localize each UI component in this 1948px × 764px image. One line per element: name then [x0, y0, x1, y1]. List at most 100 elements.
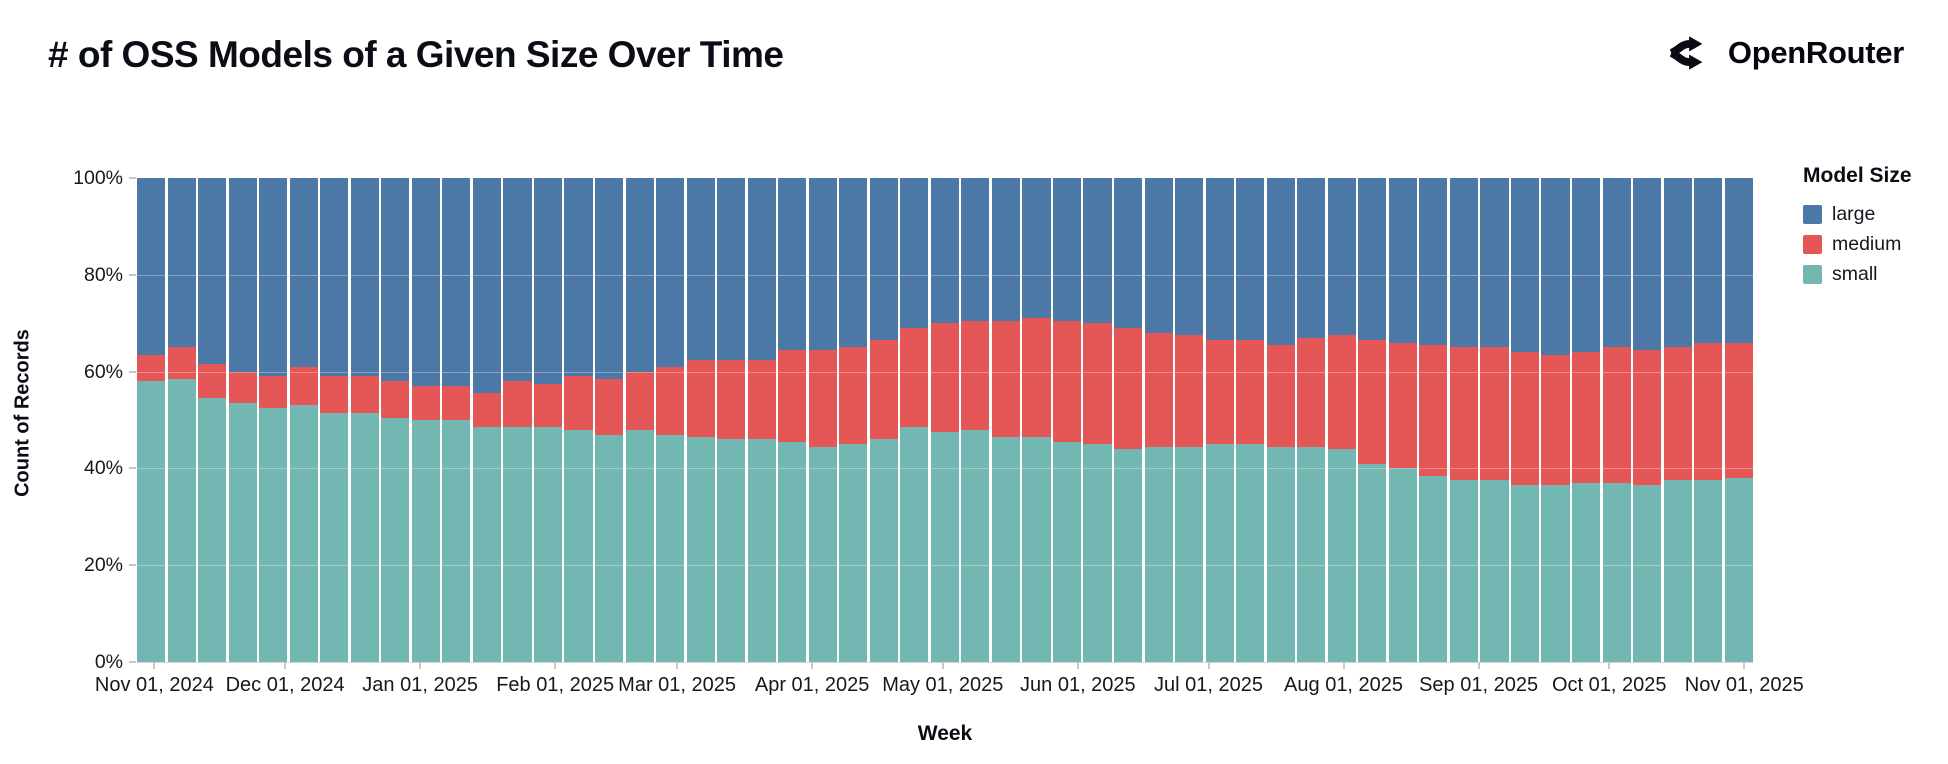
x-tick-mark: [811, 662, 814, 669]
segment-medium: [1052, 320, 1082, 442]
segment-small: [991, 436, 1021, 662]
openrouter-logo: OpenRouter: [1668, 34, 1904, 72]
segment-medium: [1205, 340, 1234, 445]
segment-medium: [747, 359, 776, 440]
bar-week-2025-06-30: [1205, 178, 1234, 662]
segment-medium: [1327, 335, 1356, 450]
bar-week-2025-07-07: [1236, 178, 1265, 662]
segment-large: [778, 178, 807, 350]
segment-small: [1236, 444, 1265, 662]
legend-swatch-medium: [1803, 235, 1822, 254]
segment-medium: [930, 323, 959, 433]
segment-small: [1083, 444, 1112, 662]
bar-week-2025-02-10: [594, 178, 624, 662]
segment-large: [686, 178, 715, 360]
segment-medium: [442, 386, 471, 420]
segment-large: [1633, 178, 1662, 350]
x-tick-mark: [1207, 662, 1210, 669]
segment-medium: [1510, 352, 1540, 486]
segment-large: [1480, 178, 1509, 348]
x-tick-label: Jan 01, 2025: [362, 674, 478, 696]
segment-large: [717, 178, 746, 360]
brand-name: OpenRouter: [1727, 35, 1904, 70]
segment-small: [1724, 478, 1753, 662]
segment-medium: [564, 376, 593, 430]
segment-medium: [594, 378, 624, 435]
bar-week-2025-09-22: [1571, 178, 1601, 662]
segment-small: [350, 412, 379, 662]
chart-title: # of OSS Models of a Given Size Over Tim…: [48, 34, 784, 75]
y-tick-mark: [129, 370, 136, 373]
segment-medium: [808, 349, 837, 447]
segment-medium: [1236, 340, 1265, 445]
bar-week-2025-04-07: [839, 178, 868, 662]
segment-large: [198, 178, 227, 365]
x-tick-label: Sep 01, 2025: [1419, 674, 1539, 696]
segment-small: [717, 439, 746, 662]
segment-medium: [1114, 328, 1143, 450]
legend: Model Size large medium small: [1803, 164, 1912, 294]
x-tick-label: Feb 01, 2025: [496, 674, 615, 696]
y-axis-title: Count of Records: [11, 329, 34, 497]
segment-small: [137, 381, 166, 662]
segment-small: [1571, 482, 1601, 662]
segment-small: [1114, 449, 1143, 662]
segment-medium: [1602, 347, 1631, 483]
segment-large: [1388, 178, 1417, 343]
bar-week-2024-12-16: [350, 178, 379, 662]
x-tick-label: Aug 01, 2025: [1284, 674, 1404, 696]
segment-large: [869, 178, 898, 341]
segment-medium: [686, 359, 715, 437]
segment-large: [564, 178, 593, 377]
bar-week-2025-02-24: [656, 178, 685, 662]
segment-medium: [1449, 347, 1478, 481]
segment-small: [198, 398, 227, 662]
plot-area: [137, 178, 1753, 663]
bar-week-2024-10-28: [137, 178, 166, 662]
legend-label-medium: medium: [1832, 233, 1902, 255]
bar-week-2025-02-03: [564, 178, 593, 662]
x-tick-label: Dec 01, 2024: [225, 674, 345, 696]
bar-week-2025-10-06: [1633, 178, 1662, 662]
y-tick-mark: [129, 177, 136, 179]
bar-week-2025-10-20: [1694, 178, 1723, 662]
segment-medium: [381, 381, 410, 418]
x-tick-mark: [284, 662, 287, 669]
segment-large: [930, 178, 959, 324]
segment-small: [1633, 485, 1662, 662]
segment-small: [1205, 444, 1234, 662]
segment-small: [381, 417, 410, 662]
segment-large: [381, 178, 410, 382]
segment-medium: [961, 320, 990, 430]
legend-item-medium: medium: [1803, 234, 1912, 255]
segment-medium: [350, 376, 379, 413]
legend-item-large: large: [1803, 204, 1912, 225]
openrouter-icon: [1668, 34, 1714, 72]
bar-week-2025-04-28: [930, 178, 959, 662]
stacked-bars: [137, 178, 1753, 662]
segment-small: [1266, 446, 1295, 662]
bar-week-2025-01-13: [472, 178, 501, 662]
segment-large: [1144, 178, 1173, 333]
segment-small: [259, 407, 288, 662]
y-tick-label-80: 80%: [83, 263, 123, 286]
segment-medium: [1388, 342, 1417, 469]
bar-week-2025-05-26: [1052, 178, 1082, 662]
x-tick-label: May 01, 2025: [882, 674, 1004, 696]
x-tick-label: Oct 01, 2025: [1551, 674, 1667, 696]
segment-small: [503, 427, 532, 662]
bar-week-2025-05-19: [1022, 178, 1051, 662]
bar-week-2025-07-28: [1327, 178, 1356, 662]
segment-large: [1571, 178, 1601, 353]
bar-week-2025-06-16: [1144, 178, 1173, 662]
segment-medium: [1175, 335, 1204, 447]
segment-small: [1510, 485, 1540, 662]
segment-large: [808, 178, 837, 350]
segment-small: [289, 405, 318, 662]
x-axis-domain-line: [137, 662, 1753, 663]
segment-small: [442, 419, 471, 662]
segment-medium: [869, 340, 898, 440]
bar-week-2025-05-05: [961, 178, 990, 662]
segment-medium: [259, 376, 288, 408]
